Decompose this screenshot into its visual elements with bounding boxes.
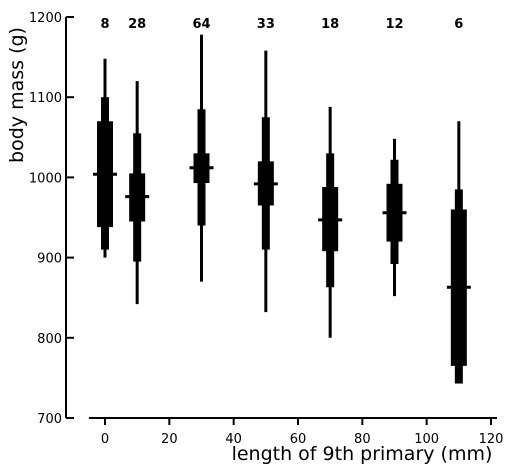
sample-size-label: 6 — [454, 17, 463, 32]
x-tick-label: 120 — [479, 432, 504, 447]
plot-marks: 8 28 64 33 18 12 6 — [93, 17, 471, 384]
x-tick-label: 20 — [161, 432, 178, 447]
x-tick-label: 60 — [290, 432, 307, 447]
group-30: 64 — [189, 17, 214, 282]
group-90: 12 — [382, 17, 407, 297]
x-tick-label: 0 — [101, 432, 109, 447]
group-50: 33 — [253, 17, 278, 313]
y-tick-label: 1000 — [29, 171, 62, 186]
group-10: 28 — [125, 17, 150, 305]
sample-size-label: 64 — [192, 17, 210, 32]
group-110: 6 — [446, 17, 471, 384]
x-tick-label: 80 — [354, 432, 371, 447]
group-70: 18 — [318, 17, 343, 338]
x-tick-label: 100 — [414, 432, 439, 447]
y-tick-label: 800 — [37, 332, 62, 347]
group-0: 8 — [93, 17, 117, 258]
y-tick-label: 1200 — [29, 11, 62, 26]
y-tick-label: 1100 — [29, 91, 62, 106]
y-tick-label: 900 — [37, 252, 62, 267]
x-tick-label: 40 — [225, 432, 242, 447]
sample-size-label: 12 — [385, 17, 403, 32]
y-tick-label: 700 — [37, 412, 62, 427]
x-axis-label: length of 9th primary (mm) — [232, 443, 493, 465]
sample-size-label: 8 — [100, 17, 109, 32]
axes: 700 800 900 1000 1100 1200 0 20 40 60 80 100 120 — [29, 11, 504, 447]
sample-size-label: 18 — [321, 17, 339, 32]
sample-size-label: 33 — [257, 17, 275, 32]
sample-size-label: 28 — [128, 17, 146, 32]
y-axis-label: body mass (g) — [6, 27, 28, 163]
